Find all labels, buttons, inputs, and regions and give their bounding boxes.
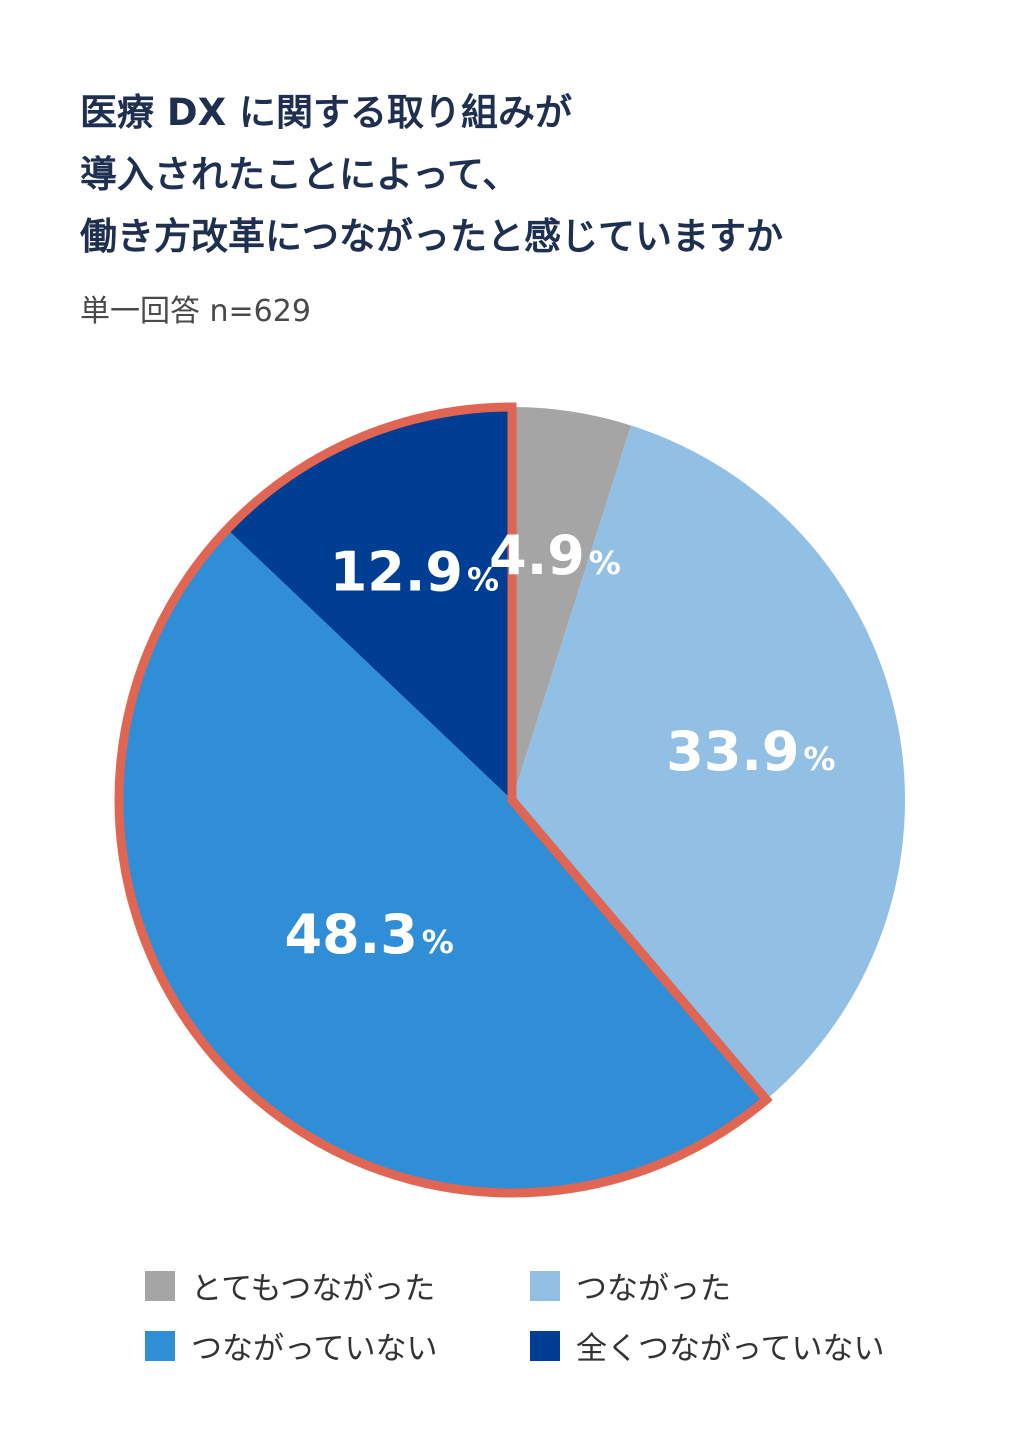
data-label-2: 48.3%: [285, 903, 454, 966]
legend-item-connected: つながった: [530, 1263, 731, 1308]
legend-label: 全くつながっていない: [576, 1331, 885, 1367]
legend-label: とてもつながった: [191, 1271, 436, 1307]
chart-subtitle: 単一回答 n=629: [80, 294, 311, 329]
title-line-2: 導入されたことによって、: [80, 153, 520, 196]
highlight-outline: [114, 402, 773, 1198]
legend-label: つながっていない: [191, 1331, 438, 1367]
pie-slice-3: [227, 407, 513, 800]
legend-swatch: [530, 1330, 560, 1361]
title-line-3: 働き方改革につながったと感じていますか: [80, 215, 783, 258]
chart-title: 医療 DX に関する取り組みが 導入されたことによって、 働き方改革につながった…: [80, 82, 980, 268]
data-label-0: 4.9%: [489, 524, 621, 587]
legend-item-very-connected: とてもつながった: [145, 1263, 435, 1308]
legend-swatch: [145, 1330, 175, 1361]
data-label-1: 33.9%: [666, 720, 835, 783]
legend-item-not-connected: つながっていない: [145, 1323, 437, 1368]
pie-slice-2: [119, 529, 767, 1193]
legend-label: つながった: [576, 1271, 731, 1307]
title-line-1: 医療 DX に関する取り組みが: [80, 91, 573, 134]
pie-slice-0: [512, 407, 632, 800]
data-label-3: 12.9%: [330, 540, 499, 603]
legend-swatch: [145, 1270, 175, 1301]
legend-item-not-connected-at-all: 全くつながっていない: [530, 1323, 884, 1368]
legend-swatch: [530, 1270, 560, 1301]
pie-slice-1: [512, 425, 905, 1100]
